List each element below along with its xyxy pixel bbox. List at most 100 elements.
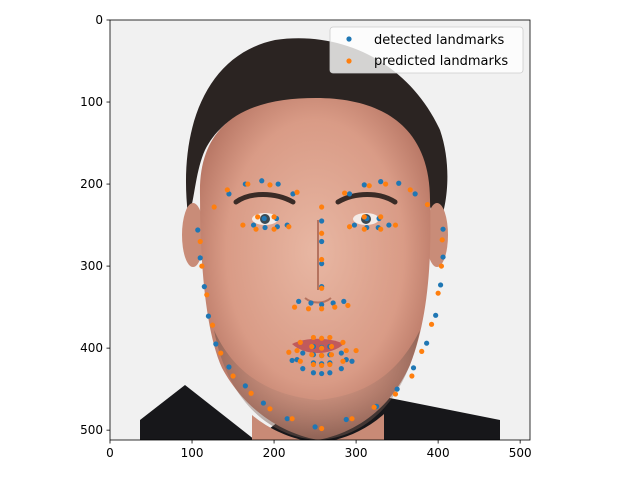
predicted-landmark-point — [253, 226, 259, 232]
predicted-landmark-point — [332, 304, 338, 310]
detected-landmark-point — [312, 424, 318, 430]
predicted-landmark-point — [343, 347, 349, 354]
x-tick-label: 200 — [263, 446, 286, 460]
x-tick-label: 500 — [509, 446, 532, 460]
detected-landmark-point — [361, 182, 367, 188]
predicted-landmark-point — [319, 335, 325, 341]
predicted-landmark-point — [407, 187, 413, 193]
detected-landmark-point — [296, 298, 302, 304]
predicted-landmark-point — [419, 348, 425, 355]
detected-landmark-point — [319, 370, 325, 377]
detected-landmark-point — [195, 227, 201, 233]
predicted-landmark-point — [297, 358, 303, 364]
predicted-landmark-point — [197, 238, 203, 245]
detected-landmark-point — [330, 300, 336, 306]
detected-landmark-point — [260, 400, 266, 406]
detected-landmark-point — [386, 222, 392, 228]
detected-landmark-point — [327, 370, 333, 376]
predicted-landmark-point — [345, 302, 351, 309]
predicted-landmark-point — [294, 189, 300, 195]
predicted-landmark-point — [305, 306, 312, 312]
detected-landmark-point — [261, 215, 267, 222]
detected-landmark-point — [201, 284, 207, 290]
detected-landmark-point — [440, 254, 446, 260]
detected-landmark-point — [289, 357, 295, 364]
predicted-landmark-point — [248, 390, 254, 396]
predicted-landmark-point — [349, 416, 355, 422]
detected-landmark-point — [412, 191, 418, 197]
y-tick-label: 0 — [95, 13, 103, 27]
detected-landmark-point — [226, 191, 232, 197]
predicted-landmark-point — [309, 343, 315, 350]
predicted-landmarks-series — [197, 181, 445, 432]
predicted-landmark-point — [310, 361, 317, 368]
predicted-landmark-point — [327, 361, 333, 368]
predicted-landmark-point — [319, 425, 325, 432]
predicted-landmark-point — [319, 352, 325, 359]
predicted-landmark-point — [346, 224, 353, 230]
detected-landmark-point — [308, 300, 314, 306]
y-axis: 0 100 200 300 400 500 — [80, 13, 110, 437]
y-tick-label: 100 — [80, 95, 103, 109]
predicted-landmark-point — [319, 285, 325, 291]
predicted-landmark-point — [294, 347, 300, 354]
detected-landmark-point — [338, 350, 344, 356]
predicted-landmark-point — [361, 226, 367, 232]
detected-landmark-point — [262, 224, 268, 231]
legend-marker-detected — [346, 36, 352, 42]
predicted-landmark-point — [424, 201, 431, 208]
detected-landmark-point — [284, 416, 290, 422]
detected-landmark-point — [242, 383, 248, 389]
x-tick-label: 400 — [427, 446, 450, 460]
detected-landmark-point — [300, 366, 306, 372]
predicted-landmark-point — [435, 290, 441, 296]
predicted-landmark-point — [361, 214, 367, 220]
predicted-landmark-point — [319, 204, 325, 210]
predicted-landmark-point — [371, 404, 377, 410]
detected-landmark-point — [378, 179, 384, 185]
predicted-landmark-point — [340, 339, 346, 345]
predicted-landmark-point — [319, 230, 325, 236]
predicted-landmark-point — [209, 322, 216, 328]
predicted-landmark-point — [319, 362, 325, 368]
detected-landmark-point — [346, 191, 353, 197]
predicted-landmark-point — [286, 349, 292, 355]
predicted-landmark-point — [366, 183, 372, 189]
predicted-landmark-point — [428, 321, 435, 327]
x-axis: 0 100 200 300 400 500 — [106, 440, 532, 460]
predicted-landmark-point — [392, 391, 399, 397]
legend-box — [329, 26, 524, 74]
detected-landmark-point — [259, 178, 265, 184]
predicted-landmark-point — [392, 222, 399, 228]
predicted-landmark-point — [353, 347, 359, 354]
predicted-landmark-point — [255, 214, 261, 220]
predicted-landmark-point — [383, 181, 389, 187]
detected-landmark-point — [319, 238, 325, 245]
scatter-points — [195, 178, 446, 432]
detected-landmark-point — [319, 218, 325, 224]
predicted-landmark-point — [291, 304, 298, 310]
predicted-landmark-point — [267, 406, 273, 412]
predicted-landmark-point — [218, 350, 224, 356]
predicted-landmark-point — [267, 182, 273, 188]
legend-marker-predicted — [346, 58, 352, 64]
predicted-landmark-point — [224, 187, 230, 193]
predicted-landmark-point — [438, 263, 445, 269]
detected-landmark-point — [351, 222, 358, 228]
predicted-landmark-point — [378, 214, 384, 220]
y-tick-label: 200 — [80, 177, 103, 191]
predicted-landmark-point — [289, 416, 295, 422]
face-photograph — [110, 20, 530, 440]
axes-frame — [109, 19, 531, 441]
predicted-landmark-point — [342, 190, 348, 196]
predicted-landmark-point — [319, 256, 325, 263]
detected-landmark-point — [338, 366, 344, 372]
predicted-landmark-point — [409, 373, 415, 379]
y-tick-label: 500 — [80, 423, 103, 437]
predicted-landmark-point — [245, 181, 251, 187]
predicted-landmark-point — [328, 352, 335, 358]
predicted-landmark-point — [310, 334, 317, 341]
detected-landmark-point — [440, 226, 446, 232]
x-tick-label: 0 — [106, 446, 114, 460]
